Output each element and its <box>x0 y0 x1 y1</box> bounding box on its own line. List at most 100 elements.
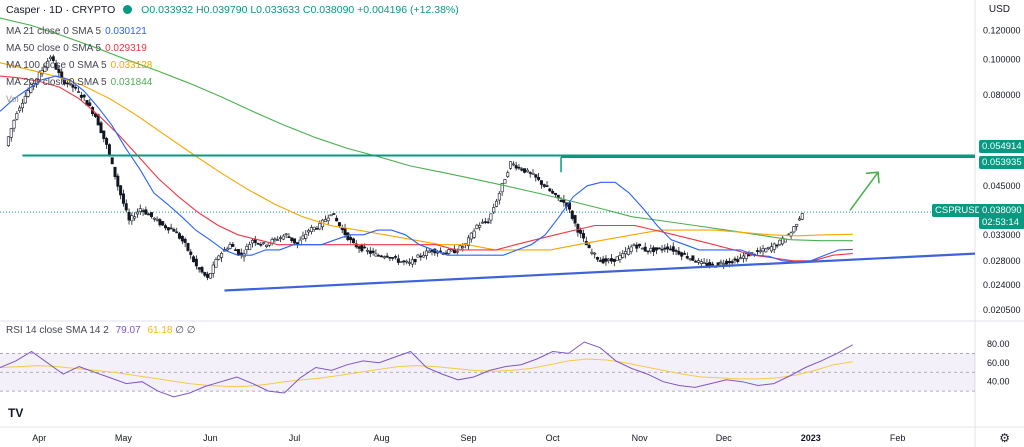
price-tag: 02:53:14 <box>979 216 1024 230</box>
candle-body <box>447 249 451 254</box>
candle-body <box>279 237 283 239</box>
candle-body <box>326 217 330 222</box>
candle-body <box>124 203 128 211</box>
candle-body <box>141 210 145 212</box>
candle-body <box>214 259 218 268</box>
candle-body <box>135 211 139 215</box>
candle-body <box>284 233 288 236</box>
candle-body <box>610 258 614 262</box>
candle-body <box>391 257 395 259</box>
candle-body <box>607 258 611 261</box>
candle-body <box>88 102 92 107</box>
candle-body <box>419 255 423 258</box>
candle-body <box>778 239 782 245</box>
indicator-ma100[interactable]: MA 100 close 0 SMA 5 0.033128 <box>6 60 153 71</box>
candle-body <box>668 248 672 251</box>
candle-body <box>800 213 804 220</box>
candle-body <box>660 248 664 251</box>
candle-body <box>113 166 117 177</box>
time-tick-label: Oct <box>546 433 561 443</box>
price-tag: CSPRUSD <box>932 204 985 218</box>
candle-body <box>685 256 689 259</box>
candle-body <box>405 260 409 263</box>
symbol-title[interactable]: Casper · 1D · CRYPTO <box>6 4 116 16</box>
volume-label[interactable]: Vol <box>6 94 19 104</box>
candle-body <box>495 200 499 207</box>
candle-body <box>511 163 515 166</box>
rsi-sma-line <box>0 358 853 387</box>
candle-body <box>643 246 647 252</box>
candle-body <box>438 250 442 253</box>
candle-body <box>116 175 120 187</box>
candle-body <box>304 233 308 239</box>
candle-body <box>228 244 232 249</box>
candle-body <box>741 255 745 259</box>
candle-body <box>677 250 681 255</box>
candle-body <box>579 229 583 234</box>
candle-body <box>697 260 701 263</box>
time-tick-label: Feb <box>890 433 906 443</box>
candle-body <box>172 229 176 232</box>
candle-body <box>273 238 277 241</box>
candle-body <box>422 254 426 258</box>
tradingview-logo[interactable]: TV <box>8 406 24 420</box>
candle-body <box>682 253 686 255</box>
candle-body <box>733 258 737 261</box>
candle-body <box>497 193 501 201</box>
candle-body <box>402 260 406 263</box>
time-tick-label: 2023 <box>801 433 821 443</box>
candle-body <box>371 250 375 254</box>
candle-body <box>281 235 285 240</box>
candle-body <box>68 82 72 85</box>
candle-body <box>646 250 650 253</box>
candle-body <box>301 235 305 240</box>
indicator-ma200[interactable]: MA 200 close 0 SMA 5 0.031844 <box>6 77 153 88</box>
candle-body <box>523 168 527 173</box>
candle-body <box>621 253 625 258</box>
candle-body <box>368 250 372 254</box>
candle-body <box>250 239 254 244</box>
candle-body <box>573 215 577 224</box>
candle-body <box>178 233 182 239</box>
indicator-ma50[interactable]: MA 50 close 0 SMA 5 0.029319 <box>6 43 147 54</box>
candle-body <box>618 255 622 260</box>
candle-body <box>79 94 83 98</box>
candle-body <box>727 260 731 264</box>
candle-body <box>6 136 10 146</box>
candle-body <box>18 107 22 111</box>
candle-body <box>466 237 470 247</box>
ma50-line <box>0 75 853 262</box>
candle-body <box>169 227 173 230</box>
candle-body <box>276 239 280 241</box>
candle-body <box>590 251 594 254</box>
candle-body <box>225 248 229 251</box>
candle-body <box>649 248 653 252</box>
candle-body <box>528 172 532 174</box>
candle-body <box>329 214 333 217</box>
candle-body <box>248 244 252 251</box>
candle-body <box>231 243 235 247</box>
candle-body <box>716 262 720 266</box>
candle-body <box>576 224 580 233</box>
candle-body <box>51 56 55 61</box>
candle-body <box>220 253 224 258</box>
candle-body <box>309 227 313 232</box>
candle-body <box>323 219 327 222</box>
candle-body <box>105 138 109 145</box>
currency-selector[interactable]: USD <box>988 4 1010 15</box>
support-trendline <box>224 252 976 292</box>
candle-body <box>43 66 47 72</box>
rsi-header[interactable]: RSI 14 close SMA 14 2 79.07 61.18 ∅ ∅ <box>6 325 196 336</box>
candle-body <box>430 249 434 252</box>
ohlc-readout: O0.033932 H0.039790 L0.033633 C0.038090 … <box>141 4 459 16</box>
candle-body <box>761 248 765 252</box>
time-tick-label: Nov <box>632 433 649 443</box>
settings-gear-icon[interactable]: ⚙ <box>999 431 1010 445</box>
candle-body <box>374 253 378 257</box>
candle-body <box>130 215 134 222</box>
indicator-ma21[interactable]: MA 21 close 0 SMA 5 0.030121 <box>6 26 147 37</box>
candle-body <box>719 261 723 264</box>
price-tick-label: 0.024000 <box>983 280 1021 290</box>
candle-body <box>570 210 574 219</box>
